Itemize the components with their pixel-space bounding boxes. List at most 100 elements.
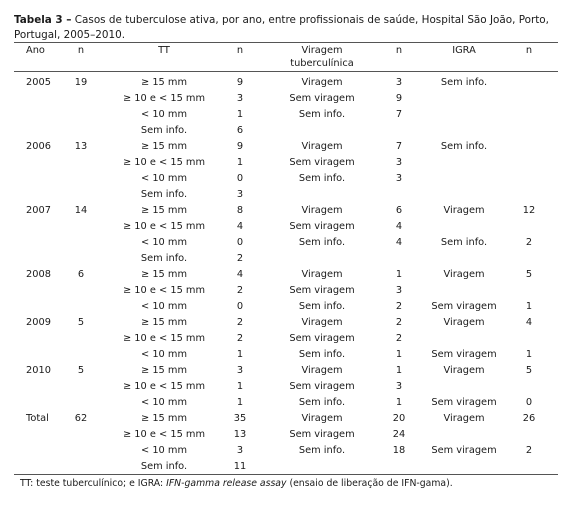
cell-n-cases: 14 xyxy=(74,205,88,216)
cell-tt: ≥ 15 mm xyxy=(141,205,187,216)
footnote-suffix: (ensaio de liberação de IFN-gama). xyxy=(286,478,453,489)
cell-tt: ≥ 15 mm xyxy=(141,141,187,152)
cell-n-igra: 1 xyxy=(525,301,533,312)
cell-tt: Sem info. xyxy=(140,189,188,200)
cell-ano: 2005 xyxy=(26,77,51,88)
cell-tt: < 10 mm xyxy=(141,237,187,248)
cell-tt: ≥ 15 mm xyxy=(141,365,187,376)
cell-tt: ≥ 15 mm xyxy=(141,269,187,280)
cell-n-viragem: 9 xyxy=(395,93,403,104)
cell-n-igra: 1 xyxy=(525,349,533,360)
cell-viragem: Sem viragem xyxy=(289,381,355,392)
cell-ano: 2006 xyxy=(26,141,51,152)
cell-viragem: Sem info. xyxy=(298,397,346,408)
header-n-cases: n xyxy=(77,45,85,56)
cell-viragem: Sem info. xyxy=(298,237,346,248)
cell-n-viragem: 4 xyxy=(395,237,403,248)
header-tuberculinica: tuberculínica xyxy=(290,58,354,69)
cell-n-tt: 9 xyxy=(236,141,244,152)
cell-ano: 2008 xyxy=(26,269,51,280)
cell-igra: Sem viragem xyxy=(431,349,497,360)
cell-n-viragem: 2 xyxy=(395,333,403,344)
cell-n-tt: 2 xyxy=(236,253,244,264)
cell-igra: Viragem xyxy=(443,365,485,376)
cell-tt: ≥ 10 e < 15 mm xyxy=(122,381,206,392)
cell-n-viragem: 1 xyxy=(395,349,403,360)
cell-n-tt: 1 xyxy=(236,349,244,360)
header-rule xyxy=(14,71,558,72)
cell-n-cases: 5 xyxy=(77,365,85,376)
cell-igra: Viragem xyxy=(443,205,485,216)
cell-viragem: Sem viragem xyxy=(289,221,355,232)
cell-n-tt: 3 xyxy=(236,93,244,104)
cell-n-tt: 3 xyxy=(236,189,244,200)
cell-n-viragem: 3 xyxy=(395,381,403,392)
cell-igra: Sem info. xyxy=(440,237,488,248)
cell-n-tt: 2 xyxy=(236,317,244,328)
cell-n-igra: 2 xyxy=(525,445,533,456)
cell-n-viragem: 24 xyxy=(392,429,406,440)
cell-viragem: Viragem xyxy=(301,205,343,216)
cell-tt: < 10 mm xyxy=(141,109,187,120)
cell-n-tt: 0 xyxy=(236,173,244,184)
top-rule xyxy=(14,42,558,43)
cell-igra: Viragem xyxy=(443,317,485,328)
header-n-igra: n xyxy=(525,45,533,56)
cell-viragem: Sem viragem xyxy=(289,157,355,168)
cell-tt: Sem info. xyxy=(140,125,188,136)
cell-igra: Sem viragem xyxy=(431,397,497,408)
cell-n-igra: 5 xyxy=(525,365,533,376)
table-label: Tabela 3 – xyxy=(14,14,72,26)
footnote-italic: IFN-gamma release assay xyxy=(166,478,287,489)
cell-n-tt: 11 xyxy=(233,461,247,472)
cell-tt: ≥ 15 mm xyxy=(141,77,187,88)
cell-n-igra: 26 xyxy=(522,413,536,424)
cell-viragem: Viragem xyxy=(301,77,343,88)
cell-tt: ≥ 10 e < 15 mm xyxy=(122,157,206,168)
cell-n-cases: 13 xyxy=(74,141,88,152)
cell-n-tt: 2 xyxy=(236,333,244,344)
cell-n-tt: 4 xyxy=(236,221,244,232)
cell-tt: ≥ 10 e < 15 mm xyxy=(122,221,206,232)
cell-n-igra: 0 xyxy=(525,397,533,408)
cell-tt: ≥ 10 e < 15 mm xyxy=(122,333,206,344)
cell-n-viragem: 3 xyxy=(395,173,403,184)
cell-tt: ≥ 10 e < 15 mm xyxy=(122,93,206,104)
cell-n-viragem: 2 xyxy=(395,301,403,312)
cell-n-tt: 1 xyxy=(236,397,244,408)
cell-tt: < 10 mm xyxy=(141,445,187,456)
cell-igra: Sem viragem xyxy=(431,301,497,312)
cell-n-tt: 1 xyxy=(236,157,244,168)
cell-n-viragem: 3 xyxy=(395,285,403,296)
cell-igra: Sem viragem xyxy=(431,445,497,456)
cell-tt: Sem info. xyxy=(140,461,188,472)
cell-ano: 2009 xyxy=(26,317,51,328)
cell-n-tt: 4 xyxy=(236,269,244,280)
cell-viragem: Sem viragem xyxy=(289,285,355,296)
cell-viragem: Sem viragem xyxy=(289,429,355,440)
cell-n-viragem: 7 xyxy=(395,141,403,152)
cell-ano: Total xyxy=(26,413,49,424)
footnote-prefix: TT: teste tuberculínico; e IGRA: xyxy=(20,478,167,489)
bottom-rule xyxy=(14,474,558,475)
cell-n-viragem: 2 xyxy=(395,317,403,328)
cell-viragem: Sem info. xyxy=(298,109,346,120)
cell-n-igra: 12 xyxy=(522,205,536,216)
cell-n-igra: 2 xyxy=(525,237,533,248)
cell-viragem: Viragem xyxy=(301,413,343,424)
cell-igra: Sem info. xyxy=(440,141,488,152)
cell-n-tt: 6 xyxy=(236,125,244,136)
cell-viragem: Sem info. xyxy=(298,445,346,456)
cell-n-viragem: 4 xyxy=(395,221,403,232)
header-igra: IGRA xyxy=(452,45,476,56)
cell-igra: Sem info. xyxy=(440,77,488,88)
cell-tt: ≥ 15 mm xyxy=(141,317,187,328)
cell-igra: Viragem xyxy=(443,269,485,280)
cell-viragem: Sem info. xyxy=(298,173,346,184)
header-viragem: Viragem xyxy=(301,45,343,56)
cell-n-tt: 3 xyxy=(236,365,244,376)
cell-n-viragem: 1 xyxy=(395,269,403,280)
cell-tt: ≥ 10 e < 15 mm xyxy=(122,429,206,440)
cell-n-cases: 19 xyxy=(74,77,88,88)
cell-viragem: Viragem xyxy=(301,141,343,152)
